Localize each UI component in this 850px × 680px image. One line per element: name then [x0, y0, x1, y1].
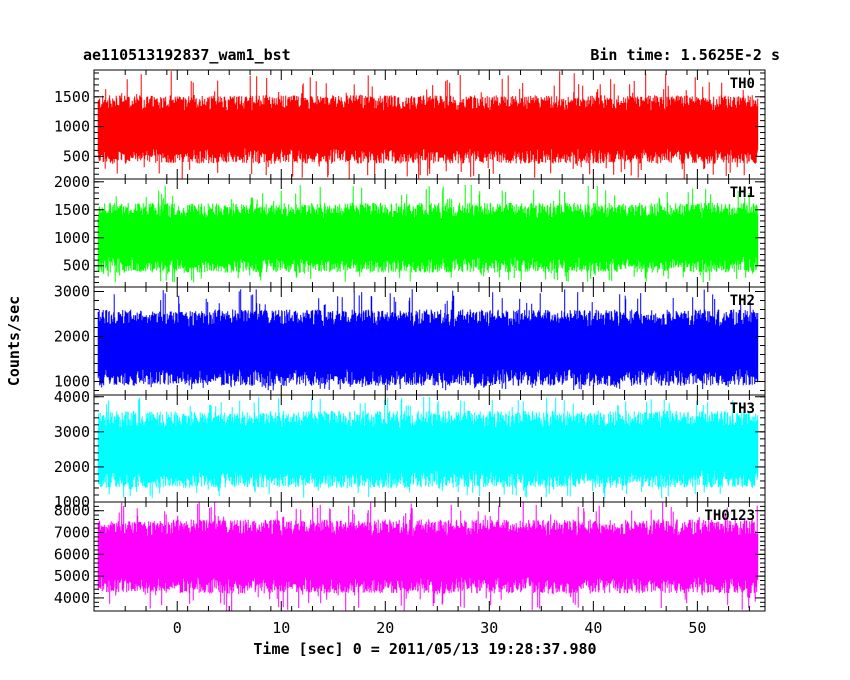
y-axis-label: Counts/sec — [5, 296, 23, 386]
panel-th3: 1000 2000 3000 4000 TH3 — [54, 388, 766, 511]
panel-label-th0123: TH0123 — [704, 508, 755, 524]
y-tick-label: 6000 — [54, 545, 90, 563]
y-tick-label: 1000 — [54, 229, 90, 247]
x-tick-label: 20 — [376, 619, 394, 637]
series-band-th0123 — [98, 536, 758, 577]
y-tick-label: 1000 — [54, 493, 90, 511]
x-tick-label: 50 — [688, 619, 706, 637]
y-tick-label: 1500 — [54, 201, 90, 219]
panel-th2: 1000 2000 3000 TH2 — [54, 283, 766, 396]
panel-label-th3: TH3 — [730, 401, 755, 417]
y-tick-label: 500 — [63, 257, 90, 275]
x-axis: 0 10 20 30 40 50 — [173, 619, 707, 637]
chart-title: ae110513192837_wam1_bst — [83, 46, 291, 64]
panel-label-th2: TH2 — [730, 293, 755, 309]
y-tick-label: 4000 — [54, 388, 90, 406]
bin-time-label: Bin time: 1.5625E-2 s — [590, 46, 780, 64]
y-tick-label: 7000 — [54, 524, 90, 542]
x-tick-label: 10 — [272, 619, 290, 637]
y-tick-label: 2000 — [54, 458, 90, 476]
series-band-th0 — [98, 110, 758, 149]
y-tick-label: 3000 — [54, 283, 90, 301]
panel-th1: 500 1000 1500 2000 TH1 — [54, 173, 766, 288]
y-tick-label: 5000 — [54, 567, 90, 585]
y-tick-label: 3000 — [54, 423, 90, 441]
series-band-th2 — [98, 326, 758, 369]
x-tick-label: 40 — [584, 619, 602, 637]
panel-th0123: 4000 5000 6000 7000 8000 TH0123 — [54, 501, 766, 612]
y-tick-label: 1500 — [54, 88, 90, 106]
y-tick-label: 1000 — [54, 118, 90, 136]
x-tick-label: 0 — [173, 619, 182, 637]
series-band-th3 — [98, 428, 758, 471]
panel-label-th0: TH0 — [730, 76, 755, 92]
y-tick-label: 4000 — [54, 589, 90, 607]
panels-group: 500 1000 1500 TH0 500 1000 1500 2000 TH1 1000 2000… — [54, 69, 766, 612]
y-tick-label: 2000 — [54, 328, 90, 346]
series-band-th1 — [98, 218, 758, 257]
panel-th0: 500 1000 1500 TH0 — [54, 69, 766, 180]
x-tick-label: 30 — [480, 619, 498, 637]
y-tick-label: 2000 — [54, 173, 90, 191]
panel-label-th1: TH1 — [730, 185, 755, 201]
x-axis-label: Time [sec] 0 = 2011/05/13 19:28:37.980 — [253, 640, 596, 658]
y-tick-label: 1000 — [54, 373, 90, 391]
panel-frame — [93, 501, 766, 612]
y-tick-label: 500 — [63, 147, 90, 165]
y-tick-label: 8000 — [54, 502, 90, 520]
